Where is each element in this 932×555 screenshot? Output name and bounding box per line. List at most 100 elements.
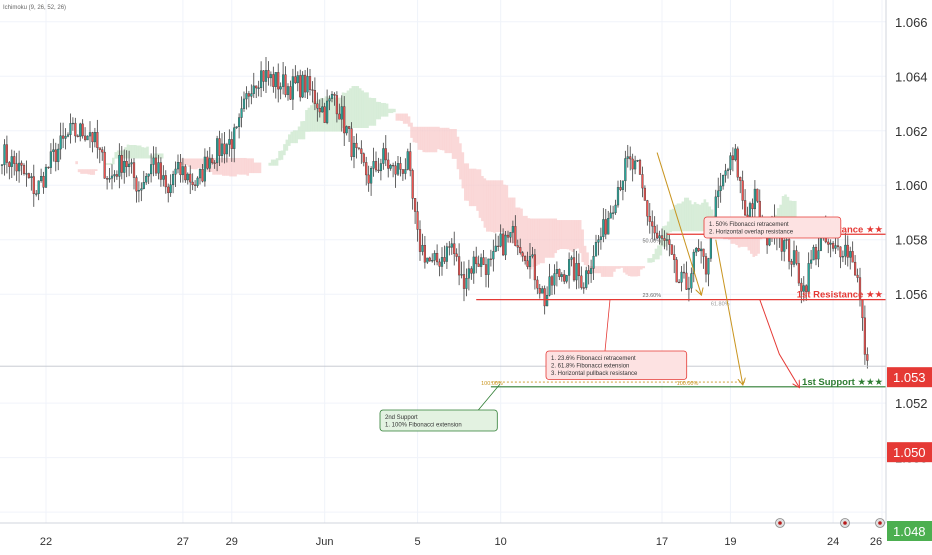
candle [389, 163, 392, 171]
candle-body [577, 263, 580, 277]
candle [614, 199, 617, 215]
cloud-slice [784, 194, 787, 220]
cloud-slice [305, 110, 308, 132]
candle [528, 243, 532, 279]
candle-body [638, 160, 642, 175]
candle-body [731, 155, 734, 161]
candle [431, 253, 434, 263]
candle-body [475, 256, 478, 265]
cloud-slice [593, 266, 597, 274]
candle-body [323, 106, 326, 123]
fib-618-label: 61.80% [711, 301, 730, 307]
candle [20, 160, 23, 176]
candle-body [726, 169, 730, 171]
candle [590, 259, 593, 283]
candle-body [660, 235, 664, 239]
cloud-slice [153, 153, 157, 159]
candle [257, 80, 260, 97]
candle-body [304, 74, 307, 93]
cloud-slice [398, 113, 401, 121]
candle [125, 150, 128, 178]
cloud-slice [779, 204, 782, 220]
candle-body [76, 135, 79, 137]
candle [169, 174, 172, 197]
cloud-slice [571, 220, 575, 252]
cloud-slice [134, 145, 137, 159]
candle [147, 173, 150, 185]
candle [839, 246, 842, 269]
candle-body [736, 148, 739, 178]
candle [423, 236, 426, 269]
candle-body [829, 242, 832, 245]
candle [680, 266, 683, 292]
cloud-slice [327, 96, 330, 132]
candle-body [164, 175, 167, 188]
event-icon [775, 518, 785, 528]
candle [269, 71, 272, 87]
candle [362, 152, 365, 167]
cloud-slice [791, 200, 795, 220]
candle-body [643, 187, 646, 201]
candle [335, 91, 338, 123]
cloud-slice [481, 175, 484, 222]
candle-body [690, 273, 693, 289]
cloud-slice [556, 220, 560, 251]
candle [687, 276, 690, 302]
x-tick-label: 17 [656, 536, 668, 548]
candle [506, 230, 510, 243]
candle [653, 216, 656, 241]
note-resistance-1: 1. 23.6% Fibonacci retracement 2. 61.8% F… [545, 299, 688, 380]
candle-body [866, 354, 869, 361]
cloud-slice [222, 157, 225, 176]
cloud-slice [275, 158, 279, 166]
cloud-slice [794, 200, 797, 220]
cloud-slice [104, 163, 108, 165]
cloud-slice [295, 130, 298, 144]
candle [44, 164, 48, 189]
cloud-slice [195, 158, 198, 170]
candle-body [328, 98, 331, 102]
candle-body [590, 268, 593, 274]
candle [807, 252, 810, 292]
candle-body [753, 188, 756, 210]
y-tick-label: 1.052 [895, 396, 928, 411]
candle [675, 256, 678, 283]
cloud-slice [219, 157, 223, 175]
cloud-slice [776, 208, 780, 223]
candle [323, 102, 326, 124]
cloud-slice [148, 155, 152, 159]
candle [338, 103, 341, 120]
candle [504, 230, 507, 261]
candle [299, 69, 302, 102]
cloud-slice [600, 266, 604, 277]
candle-body [145, 175, 148, 183]
candle-body [340, 106, 343, 120]
candle [563, 269, 566, 285]
candle [164, 170, 167, 194]
cloud-slice [688, 200, 692, 232]
candle-body [15, 163, 18, 172]
y-tick-label: 1.058 [895, 233, 928, 248]
candle [470, 266, 473, 280]
cloud-slice [92, 169, 96, 175]
candle [137, 181, 140, 203]
candle [81, 119, 84, 139]
candle [343, 96, 346, 146]
candle-body [546, 295, 549, 307]
candle [460, 261, 463, 279]
candle [282, 61, 285, 95]
candle-body [629, 156, 632, 160]
cloud-slice [158, 153, 162, 159]
candle-body [448, 246, 451, 248]
candle [35, 189, 38, 197]
candle-body [167, 186, 170, 194]
candle-body [201, 168, 204, 182]
candle [685, 261, 688, 291]
candle [482, 249, 485, 266]
cloud-slice [422, 126, 426, 153]
cloud-slice [510, 197, 514, 244]
candle-body [722, 175, 725, 187]
candle-body [455, 253, 458, 257]
